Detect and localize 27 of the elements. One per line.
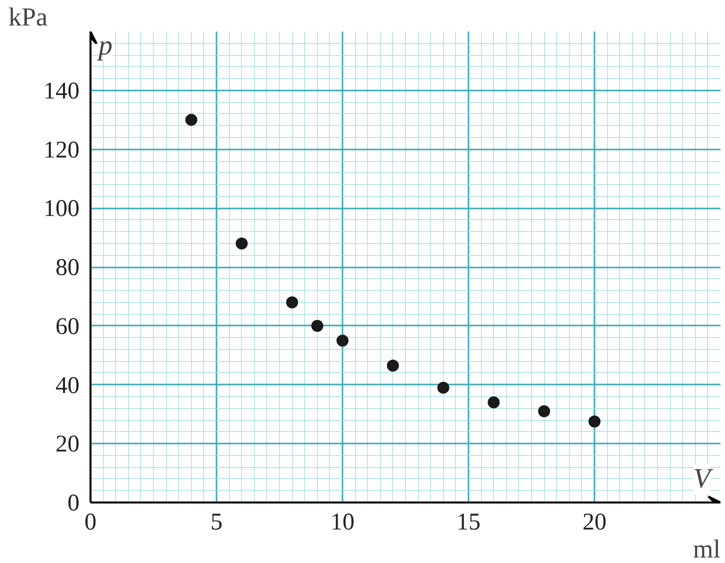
y-tick-label: 120 — [44, 137, 80, 164]
x-tick-label: 15 — [456, 510, 480, 536]
x-tick-label: 0 — [84, 510, 96, 536]
y-axis-title: p — [96, 30, 112, 62]
point — [236, 237, 248, 250]
text: kPa — [8, 2, 48, 32]
point — [538, 405, 550, 418]
y-tick-label: 80 — [56, 255, 80, 281]
y-tick-label: 0 — [68, 490, 80, 516]
point — [336, 334, 348, 347]
x-tick-label: 10 — [330, 510, 354, 536]
point — [386, 360, 399, 372]
y-tick-label: 100 — [44, 196, 80, 222]
point — [437, 382, 450, 394]
point — [185, 114, 198, 126]
x-tick-label: 20 — [582, 510, 606, 536]
y-tick-label: 40 — [56, 372, 80, 399]
point — [488, 396, 500, 408]
text: ml — [693, 534, 721, 563]
y-tick-label: 60 — [56, 314, 80, 340]
point — [311, 320, 324, 332]
y-tick-label: 20 — [56, 432, 80, 458]
y-tick-label: 140 — [44, 78, 80, 104]
x-axis-title: V — [693, 464, 714, 494]
point — [286, 296, 298, 308]
point — [588, 416, 600, 428]
x-tick-label: 5 — [210, 510, 222, 536]
